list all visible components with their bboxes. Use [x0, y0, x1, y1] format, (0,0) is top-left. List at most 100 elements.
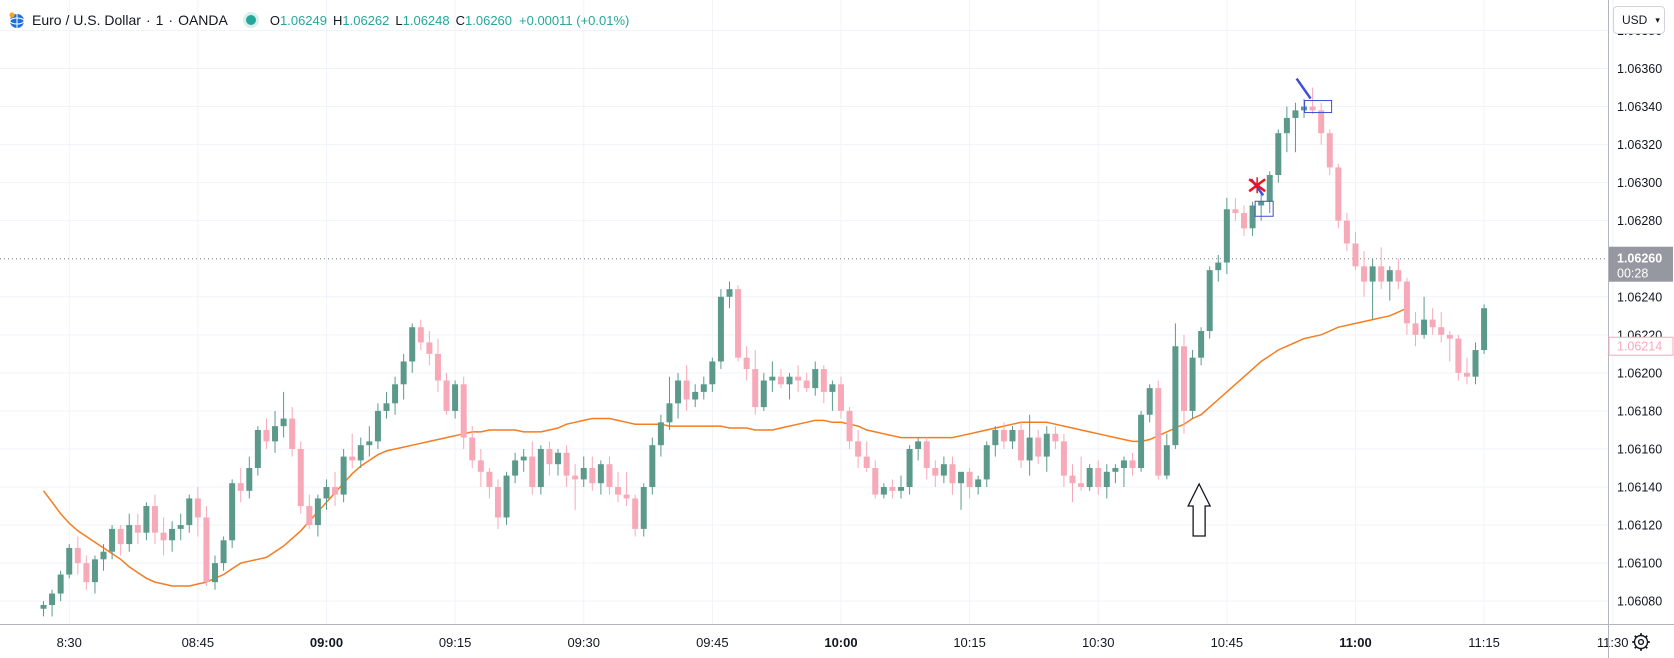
- candle-body: [649, 445, 656, 488]
- candle-body: [460, 384, 467, 438]
- up-arrow-icon: [1187, 482, 1212, 537]
- candle-body: [726, 289, 733, 297]
- candle-body: [74, 547, 81, 564]
- candle: [709, 357, 716, 392]
- candle: [332, 471, 339, 507]
- candle: [143, 502, 150, 541]
- candle: [151, 494, 158, 545]
- candle: [374, 403, 381, 449]
- candle-body: [1120, 460, 1127, 468]
- marker-box: [1254, 200, 1274, 217]
- candle: [675, 372, 682, 419]
- candle: [735, 285, 742, 362]
- candle-body: [546, 448, 553, 465]
- candle: [186, 494, 193, 533]
- candle: [615, 471, 622, 503]
- candle: [1086, 464, 1093, 491]
- candle: [1180, 334, 1187, 434]
- candle-body: [1180, 346, 1187, 411]
- x-tick-label: 09:45: [696, 635, 729, 650]
- candle-body: [760, 380, 767, 408]
- candle-body: [563, 452, 570, 476]
- candle-body: [1309, 106, 1316, 111]
- candle-body: [469, 437, 476, 461]
- candle-body: [632, 498, 639, 529]
- candle-body: [657, 422, 664, 446]
- candle: [812, 361, 819, 396]
- candle-body: [1335, 167, 1342, 221]
- candle: [1000, 422, 1007, 449]
- candle: [1112, 464, 1119, 484]
- candle-body: [529, 456, 536, 488]
- gear-icon[interactable]: [1632, 633, 1650, 651]
- candle-body: [323, 487, 330, 499]
- candle: [1206, 266, 1213, 339]
- candle: [169, 521, 176, 552]
- currency-selector[interactable]: USD ▾: [1613, 6, 1665, 34]
- candle: [1292, 102, 1299, 153]
- candle: [1472, 342, 1479, 385]
- x-tick-label: 11:00: [1339, 635, 1372, 650]
- close-label: C: [455, 12, 466, 28]
- candle-body: [91, 559, 98, 583]
- candle-body: [254, 429, 261, 468]
- candle: [469, 426, 476, 468]
- gear-icon-tooth: [1634, 635, 1638, 639]
- candle: [1215, 254, 1222, 282]
- candle: [555, 448, 561, 476]
- candle: [1412, 312, 1419, 347]
- candle-body: [452, 384, 459, 411]
- candle: [932, 460, 939, 488]
- candle-body: [820, 369, 827, 392]
- candle: [400, 353, 407, 400]
- candle: [1421, 296, 1428, 339]
- candle-body: [537, 448, 544, 488]
- candle-body: [1172, 346, 1179, 446]
- candle-body: [949, 464, 956, 484]
- candle: [254, 426, 261, 476]
- candle-body: [1455, 338, 1462, 373]
- candle: [1043, 426, 1050, 472]
- candle: [1232, 197, 1239, 221]
- candle: [863, 441, 870, 472]
- candle: [1369, 258, 1376, 320]
- candle: [657, 414, 664, 457]
- candle-body: [434, 353, 441, 381]
- ma-value-label: 1.06214: [1617, 340, 1662, 354]
- candle: [1463, 357, 1470, 385]
- candle-body: [1198, 331, 1205, 358]
- candle: [409, 323, 416, 373]
- candle-body: [1318, 110, 1325, 134]
- market-status-icon[interactable]: [245, 15, 256, 25]
- candle-body: [1223, 209, 1230, 263]
- y-tick-label: 1.06200: [1617, 366, 1662, 380]
- moving-average-line: [42, 307, 1408, 587]
- y-tick-label: 1.06280: [1617, 214, 1662, 228]
- y-tick-label: 1.06120: [1617, 519, 1662, 533]
- candle-body: [1060, 441, 1067, 476]
- candle-body: [109, 528, 116, 552]
- interval[interactable]: 1: [155, 12, 164, 28]
- candle-body: [572, 475, 579, 480]
- candle-body: [580, 468, 587, 480]
- candle-body: [837, 384, 844, 411]
- candle: [520, 448, 527, 472]
- candle-body: [400, 361, 407, 385]
- candle-body: [923, 441, 930, 468]
- open-label: O: [269, 12, 280, 28]
- candle: [837, 376, 844, 419]
- candle: [289, 407, 296, 457]
- currency-label: USD: [1622, 13, 1648, 27]
- symbol-name[interactable]: Euro / U.S. Dollar: [32, 12, 141, 28]
- candle: [1060, 433, 1067, 488]
- candle: [1198, 327, 1205, 366]
- candle-body: [1395, 270, 1402, 282]
- candle: [949, 456, 956, 495]
- candle: [1189, 350, 1196, 419]
- close-value: 1.06260: [465, 12, 513, 28]
- candle-body: [675, 380, 682, 404]
- x-tick-label: 09:30: [567, 635, 600, 650]
- candle: [1052, 426, 1059, 449]
